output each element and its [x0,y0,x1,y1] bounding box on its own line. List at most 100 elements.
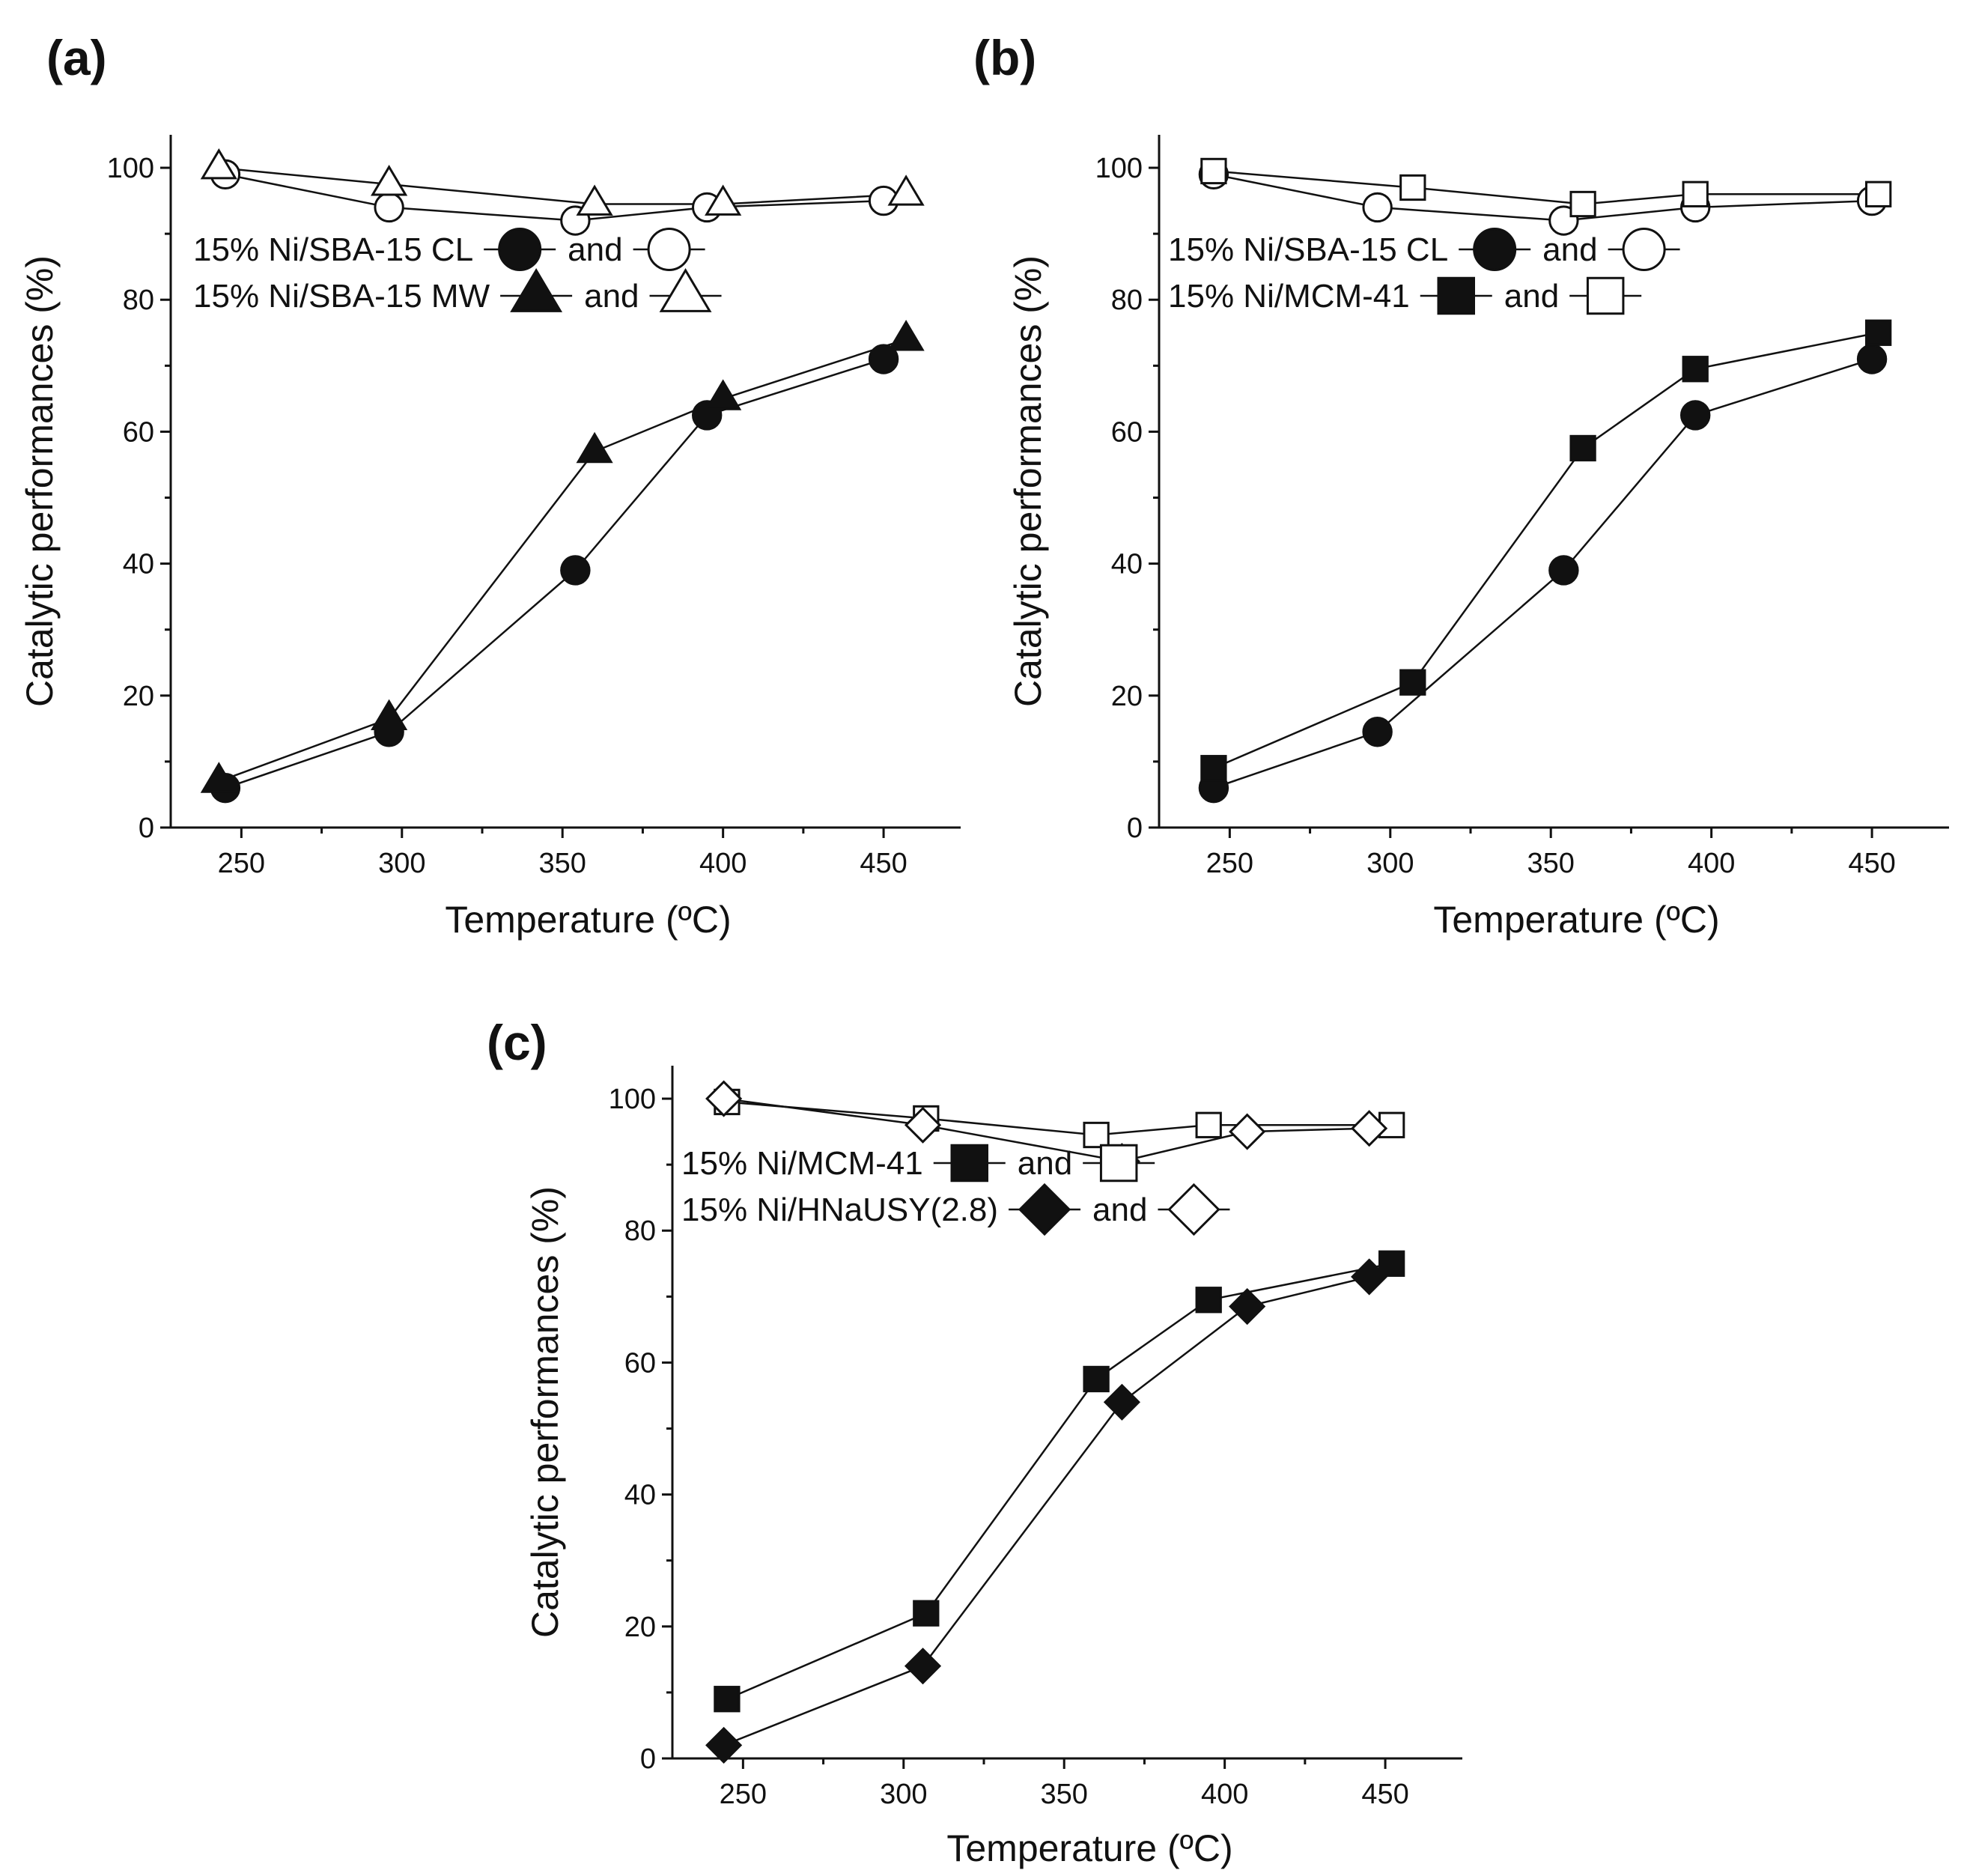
y-tick-label: 20 [123,681,154,712]
data-point [1399,669,1426,696]
data-point [705,1080,743,1117]
panel-label: (a) [46,30,107,85]
legend-marker [1018,1183,1071,1236]
legend-label: 15% Ni/SBA-15 CL [1168,231,1448,268]
data-point [560,555,591,586]
data-point [1682,180,1709,207]
legend-marker [1167,1183,1220,1236]
data-point [1103,1383,1140,1421]
x-tick-label: 350 [539,848,586,879]
data-point [1865,319,1892,346]
data-point [1378,1250,1405,1277]
y-axis-title: Catalytic performances (%) [1007,255,1049,707]
data-point [913,1600,940,1627]
legend-marker [659,268,712,312]
y-tick-label: 60 [1111,416,1143,448]
x-tick-label: 400 [1201,1779,1248,1810]
y-tick-label: 80 [624,1215,656,1247]
x-tick-label: 300 [378,848,425,879]
y-tick-label: 20 [624,1612,656,1643]
x-tick-label: 450 [1848,848,1895,879]
data-point [1856,344,1888,374]
x-tick-label: 400 [1688,848,1735,879]
legend-label: 15% Ni/MCM-41 [1168,278,1410,315]
y-axis-title: Catalytic performances (%) [19,255,61,707]
y-tick-label: 40 [1111,549,1143,580]
legend-marker [1622,228,1666,271]
data-point [374,192,404,223]
legend-entry: 15% Ni/SBA-15 CL and [193,228,705,271]
legend-joiner: and [1504,278,1559,315]
x-tick-label: 450 [1361,1779,1408,1810]
data-point [887,320,925,351]
y-tick-label: 80 [123,285,154,316]
y-tick-label: 0 [640,1743,656,1775]
y-tick-label: 40 [123,549,154,580]
data-point [868,344,899,374]
legend-marker [647,228,691,271]
legend-marker [1473,228,1517,271]
legend-marker [498,228,542,271]
data-point [1548,555,1579,586]
data-point [576,184,613,216]
data-point [887,174,925,206]
data-point [1569,434,1596,462]
chart-panel-2: (b) 250 300 350 400 450 0 20 40 60 80 100 Temperatur… [973,30,1949,941]
x-tick-label: 300 [1366,848,1414,879]
x-tick-label: 250 [720,1779,767,1810]
legend-marker [1586,276,1625,315]
data-point [904,1106,942,1144]
legend-label: 15% Ni/SBA-15 MW [193,278,490,315]
x-axis-title: Temperature (ºC) [946,1827,1232,1869]
y-tick-label: 80 [1111,285,1143,316]
legend-entry: 15% Ni/SBA-15 CL and [1168,228,1680,271]
y-tick-label: 0 [139,813,154,844]
data-point [1229,1113,1266,1150]
chart-panel-1: (a) 250 300 350 400 450 0 20 40 60 80 100 Temperatur… [19,30,961,941]
y-tick-label: 60 [123,416,154,448]
legend-label: 15% Ni/SBA-15 CL [193,231,473,268]
legend-entry: 15% Ni/HNaUSY(2.8) and [681,1183,1230,1236]
data-point [1195,1287,1222,1314]
data-point [705,379,742,410]
x-tick-label: 250 [1206,848,1253,879]
data-point [200,762,237,793]
x-tick-label: 350 [1041,1779,1088,1810]
y-tick-label: 100 [107,153,154,184]
legend-marker [510,268,563,312]
data-point [1362,192,1393,223]
legend-entry: 15% Ni/MCM-41 and [1168,276,1642,315]
data-point [904,1648,942,1685]
data-point [1229,1287,1266,1326]
x-axis-title: Temperature (ºC) [445,899,731,941]
data-point [705,1726,743,1764]
data-point [576,431,613,464]
data-point [1682,356,1709,383]
data-point [1351,1110,1388,1147]
legend-entry: 15% Ni/SBA-15 MW and [193,268,722,315]
x-tick-label: 350 [1527,848,1575,879]
x-tick-label: 250 [218,848,265,879]
data-point [1200,755,1227,782]
data-point [200,148,237,180]
data-point [1362,717,1393,747]
y-tick-label: 60 [624,1347,656,1379]
chart-panel-3: (c) 250 300 350 400 450 0 20 40 60 80 100 Temperatur… [487,1015,1462,1869]
legend-joiner: and [1018,1145,1072,1182]
data-point [1195,1111,1222,1138]
y-tick-label: 0 [1127,813,1143,844]
legend-joiner: and [1542,231,1597,268]
y-tick-label: 20 [1111,681,1143,712]
data-point [705,184,742,216]
data-point [1200,157,1227,185]
x-tick-label: 450 [860,848,907,879]
y-axis-title: Catalytic performances (%) [524,1186,566,1638]
legend-label: 15% Ni/MCM-41 [681,1145,923,1182]
data-point [371,699,408,731]
x-tick-label: 300 [880,1779,927,1810]
data-point [1569,190,1596,218]
legend-joiner: and [568,231,622,268]
data-point [1083,1365,1110,1393]
y-tick-label: 100 [1095,153,1143,184]
